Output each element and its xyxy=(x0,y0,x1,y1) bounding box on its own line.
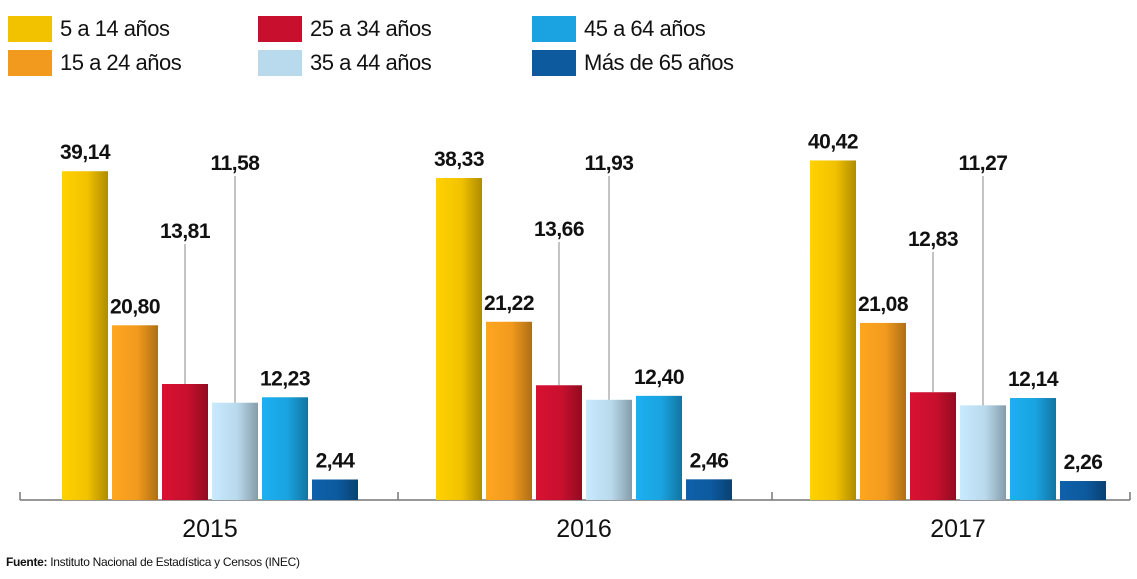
data-label: 21,22 xyxy=(484,292,534,315)
bar xyxy=(162,383,208,500)
source-text: Instituto Nacional de Estadística y Cens… xyxy=(47,555,300,569)
data-label: 11,93 xyxy=(585,152,634,175)
data-label: 12,14 xyxy=(1008,368,1059,391)
bar-chart: 39,14 20,80 13,81 11,58 12,23 2,44 2015 38,33 21… xyxy=(19,130,1131,543)
bar xyxy=(1010,398,1056,500)
bar xyxy=(212,402,258,500)
data-label: 40,42 xyxy=(808,130,858,153)
data-label: 11,27 xyxy=(959,152,1008,175)
data-label: 20,80 xyxy=(110,295,160,318)
data-label: 12,23 xyxy=(260,367,310,390)
legend-item: 35 a 44 años xyxy=(258,48,432,78)
data-label: 2,26 xyxy=(1064,451,1103,474)
data-label: 21,08 xyxy=(858,293,909,316)
bar xyxy=(686,479,732,500)
bar xyxy=(1060,481,1106,500)
data-label: 13,66 xyxy=(534,218,584,241)
bar xyxy=(860,322,906,500)
bar xyxy=(536,385,582,500)
legend-label: 15 a 24 años xyxy=(60,50,182,75)
x-tick-label: 2017 xyxy=(930,515,986,543)
data-label: 38,33 xyxy=(434,148,484,171)
legend-item: 45 a 64 años xyxy=(532,14,706,44)
legend-item: 25 a 34 años xyxy=(258,14,432,44)
bar xyxy=(486,321,532,500)
legend: 5 a 14 años 15 a 24 años 25 a 34 años 35 a … xyxy=(0,0,1137,90)
bar xyxy=(960,405,1006,500)
bar xyxy=(910,392,956,500)
legend-item: 15 a 24 años xyxy=(8,48,182,78)
bar xyxy=(262,397,308,500)
source-note: Fuente: Instituto Nacional de Estadístic… xyxy=(6,555,300,569)
legend-label: 45 a 64 años xyxy=(584,16,706,41)
bar xyxy=(810,160,856,501)
data-label: 12,40 xyxy=(634,366,684,389)
data-label: 11,58 xyxy=(211,152,261,175)
source-label: Fuente: xyxy=(6,555,48,569)
legend-label: 5 a 14 años xyxy=(60,16,170,41)
legend-swatch xyxy=(258,50,302,76)
bar xyxy=(62,171,108,500)
legend-swatch xyxy=(532,16,576,42)
bar xyxy=(112,325,158,500)
legend-swatch xyxy=(8,50,52,76)
data-label: 13,81 xyxy=(160,220,211,243)
data-label: 2,44 xyxy=(316,450,356,473)
legend-label: 35 a 44 años xyxy=(310,50,432,75)
data-label: 12,83 xyxy=(908,228,958,251)
bar xyxy=(636,395,682,500)
legend-swatch xyxy=(8,16,52,42)
legend-item: 5 a 14 años xyxy=(8,14,170,44)
bar xyxy=(586,399,632,500)
data-label: 2,46 xyxy=(690,449,729,472)
legend-swatch xyxy=(258,16,302,42)
legend-label: 25 a 34 años xyxy=(310,16,432,41)
x-tick-label: 2016 xyxy=(556,515,612,543)
data-label: 39,14 xyxy=(60,141,111,164)
bar xyxy=(436,178,482,500)
x-tick-label: 2015 xyxy=(182,515,238,543)
bar xyxy=(312,479,358,500)
legend-swatch xyxy=(532,50,576,76)
legend-label: Más de 65 años xyxy=(584,50,734,75)
legend-item: Más de 65 años xyxy=(532,48,734,78)
